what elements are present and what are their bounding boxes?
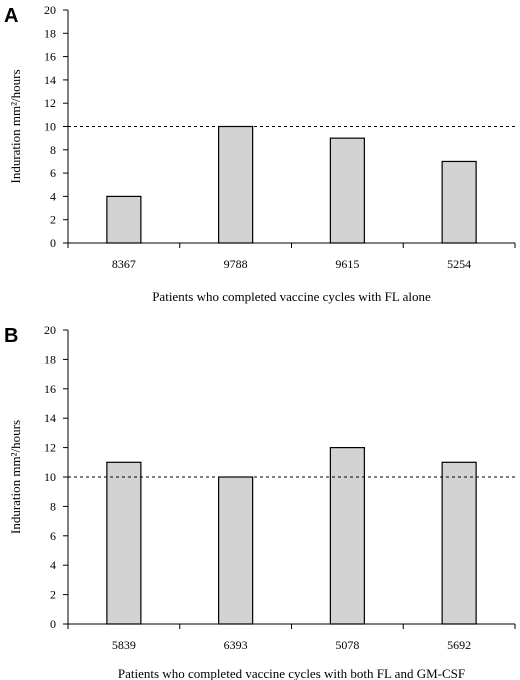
y-tick-label: 2 [50,588,56,602]
y-tick-label: 20 [44,3,56,17]
x-tick-label: 5692 [447,638,471,652]
bar [106,195,142,244]
bar [218,125,254,244]
y-tick-label: 8 [50,499,56,513]
y-tick-label: 16 [44,50,56,64]
panel-label: A [4,5,18,27]
y-tick-label: 14 [44,411,56,425]
bar [441,160,477,244]
y-tick-label: 8 [50,143,56,157]
x-tick-label: 8367 [112,257,136,271]
x-axis-label: Patients who completed vaccine cycles wi… [118,666,465,680]
x-tick-label: 9615 [335,257,359,271]
x-tick-label: 5254 [447,257,471,271]
bar [106,461,142,625]
y-tick-label: 10 [44,470,56,484]
panel-label: B [4,325,18,347]
y-tick-label: 18 [44,26,56,40]
y-tick-label: 6 [50,166,56,180]
bar [218,476,254,625]
chart-panel-b: B 0 2 4 6 8 10 12 14 16 18 20 5839 6393 5078 5692 Patien… [4,323,516,680]
y-tick-label: 4 [50,558,56,572]
y-tick-label: 2 [50,213,56,227]
y-tick-label: 4 [50,189,56,203]
y-tick-label: 10 [44,120,56,134]
bar [441,461,477,625]
y-tick-label: 12 [44,441,56,455]
y-tick-label: 16 [44,382,56,396]
y-tick-label: 20 [44,323,56,337]
y-axis-label: Induration mm²/hours [8,420,23,534]
y-tick-label: 12 [44,96,56,110]
y-tick-label: 0 [50,617,56,631]
bar [329,137,365,244]
chart-panel-a: A 0 2 4 6 8 10 12 14 16 18 20 8367 9788 9615 5254 Patien… [4,3,516,304]
bar [329,447,365,625]
y-axis-label: Induration mm²/hours [8,69,23,183]
y-tick-label: 18 [44,352,56,366]
x-tick-label: 5839 [112,638,136,652]
y-tick-label: 0 [50,236,56,250]
x-tick-label: 9788 [224,257,248,271]
x-tick-label: 6393 [224,638,248,652]
x-axis-label: Patients who completed vaccine cycles wi… [152,289,431,304]
x-tick-label: 5078 [335,638,359,652]
y-tick-label: 14 [44,73,56,87]
y-tick-label: 6 [50,529,56,543]
